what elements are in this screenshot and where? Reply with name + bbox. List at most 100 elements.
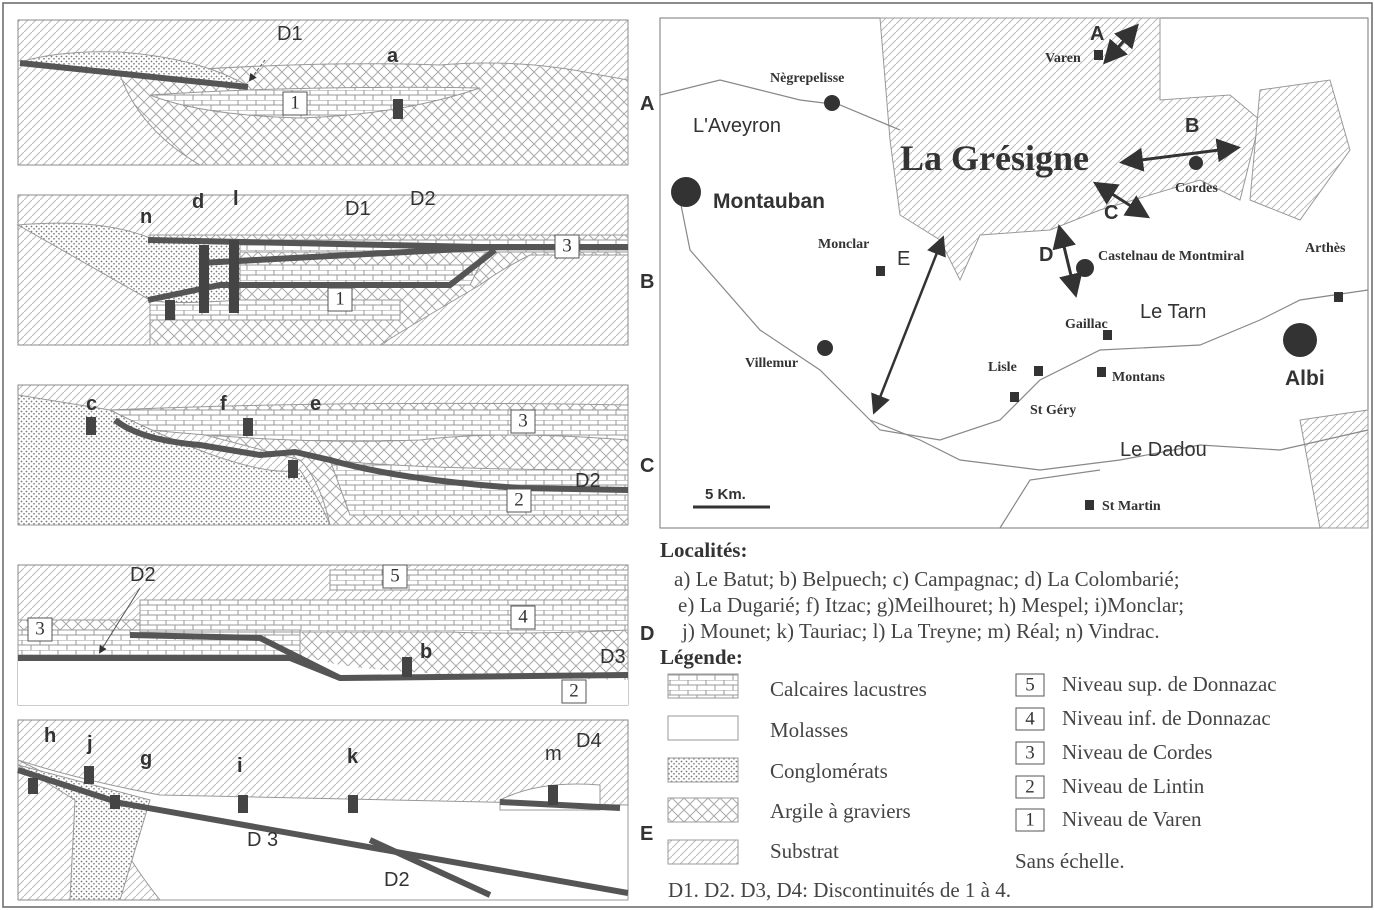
shape: [671, 177, 701, 207]
label: D 3: [247, 829, 278, 851]
label: m: [545, 743, 562, 765]
shape: [165, 300, 175, 320]
place: Villemur: [745, 356, 798, 371]
place: Cordes: [1175, 181, 1218, 196]
label: g: [140, 748, 152, 770]
shape: [238, 795, 248, 813]
place: Varen: [1045, 51, 1081, 66]
river-label: L'Aveyron: [693, 115, 781, 137]
place: Arthès: [1305, 241, 1346, 256]
label: a: [387, 45, 399, 67]
level-number: 4: [1025, 708, 1035, 729]
footer: D1. D2. D3, D4: Discontinuités de 1 à 4.: [668, 878, 1011, 902]
river-label: Le Tarn: [1140, 301, 1206, 323]
legend-item: Conglomérats: [770, 759, 888, 783]
label: D1: [345, 198, 371, 220]
level: 4: [518, 606, 528, 627]
shape: [1189, 156, 1203, 170]
panel-c: [18, 385, 628, 525]
label: e: [310, 393, 321, 415]
level-number: 5: [1025, 674, 1035, 695]
shape: [1010, 392, 1019, 402]
label: f: [220, 393, 227, 415]
label: D2: [575, 470, 601, 492]
level: 2: [514, 489, 524, 510]
shape: [402, 657, 412, 677]
map: La Grésigne 5 Km. A B C D E Varen Nègrep…: [660, 18, 1368, 528]
place: Montauban: [713, 190, 825, 213]
row-label: C: [640, 455, 654, 477]
shape: [393, 99, 403, 119]
legende-title: Légende:: [660, 645, 743, 669]
place: Lisle: [988, 360, 1017, 375]
level-label: Niveau inf. de Donnazac: [1062, 706, 1271, 730]
panel-e: [18, 720, 628, 900]
arrow-label: D: [1039, 244, 1053, 266]
shape: [229, 240, 239, 313]
legend-item: Substrat: [770, 839, 839, 863]
shape: [668, 674, 738, 698]
shape: [668, 716, 738, 740]
place: St Géry: [1030, 403, 1076, 418]
level-label: Niveau de Varen: [1062, 807, 1202, 831]
level: 1: [290, 92, 300, 113]
note: Sans échelle.: [1015, 849, 1125, 873]
label: D2: [384, 869, 410, 891]
shape: [668, 840, 738, 864]
localites-line: e) La Dugarié; f) Itzac; g)Meilhouret; h…: [678, 593, 1184, 617]
level: 5: [390, 565, 400, 586]
panel-a: [18, 20, 628, 165]
shape: [110, 795, 120, 809]
place: Albi: [1285, 367, 1325, 390]
label: b: [420, 641, 432, 663]
label: D3: [600, 646, 626, 668]
level-number: 1: [1025, 809, 1035, 830]
localites-title: Localités:: [660, 538, 747, 562]
figure: D1 a A n d l D1 D2 B c f e D2 C D2 b D3 …: [0, 0, 1375, 910]
place: Castelnau de Montmiral: [1098, 249, 1244, 264]
shape: [1085, 500, 1094, 510]
legend-item: Argile à graviers: [770, 799, 911, 823]
arrow-label: E: [897, 248, 910, 270]
label: D2: [130, 564, 156, 586]
label: h: [44, 725, 56, 747]
label: D2: [410, 188, 436, 210]
label: D4: [576, 730, 602, 752]
label: D1: [277, 23, 303, 45]
shape: [243, 418, 253, 436]
shape: [817, 340, 833, 356]
level-number: 3: [1025, 742, 1035, 763]
row-label: D: [640, 623, 654, 645]
shape: [668, 798, 738, 822]
place: Monclar: [818, 237, 869, 252]
level-label: Niveau de Lintin: [1062, 774, 1205, 798]
row-label: E: [640, 823, 653, 845]
level: 1: [335, 288, 345, 309]
row-label: B: [640, 271, 654, 293]
shape: [824, 95, 840, 111]
level-number: 2: [1025, 776, 1035, 797]
localites-line: a) Le Batut; b) Belpuech; c) Campagnac; …: [674, 567, 1180, 591]
map-title: La Grésigne: [900, 138, 1089, 178]
level: 2: [569, 680, 579, 701]
level-label: Niveau sup. de Donnazac: [1062, 672, 1277, 696]
shape: [1034, 366, 1043, 376]
label: k: [347, 746, 359, 768]
place: St Martin: [1102, 499, 1161, 514]
legend: Localités: a) Le Batut; b) Belpuech; c) …: [660, 538, 1277, 902]
arrow-label: C: [1104, 202, 1118, 224]
row-label: A: [640, 93, 654, 115]
shape: [86, 417, 96, 435]
shape: [199, 245, 209, 313]
shape: [1097, 367, 1106, 377]
label: l: [233, 188, 239, 210]
place: Nègrepelisse: [770, 71, 844, 86]
arrow-label: B: [1185, 115, 1199, 137]
place: Gaillac: [1065, 317, 1108, 332]
arrow-label: A: [1090, 23, 1104, 45]
shape: [548, 785, 558, 805]
label: j: [86, 733, 93, 755]
label: d: [192, 191, 204, 213]
shape: [348, 795, 358, 813]
level-label: Niveau de Cordes: [1062, 740, 1212, 764]
